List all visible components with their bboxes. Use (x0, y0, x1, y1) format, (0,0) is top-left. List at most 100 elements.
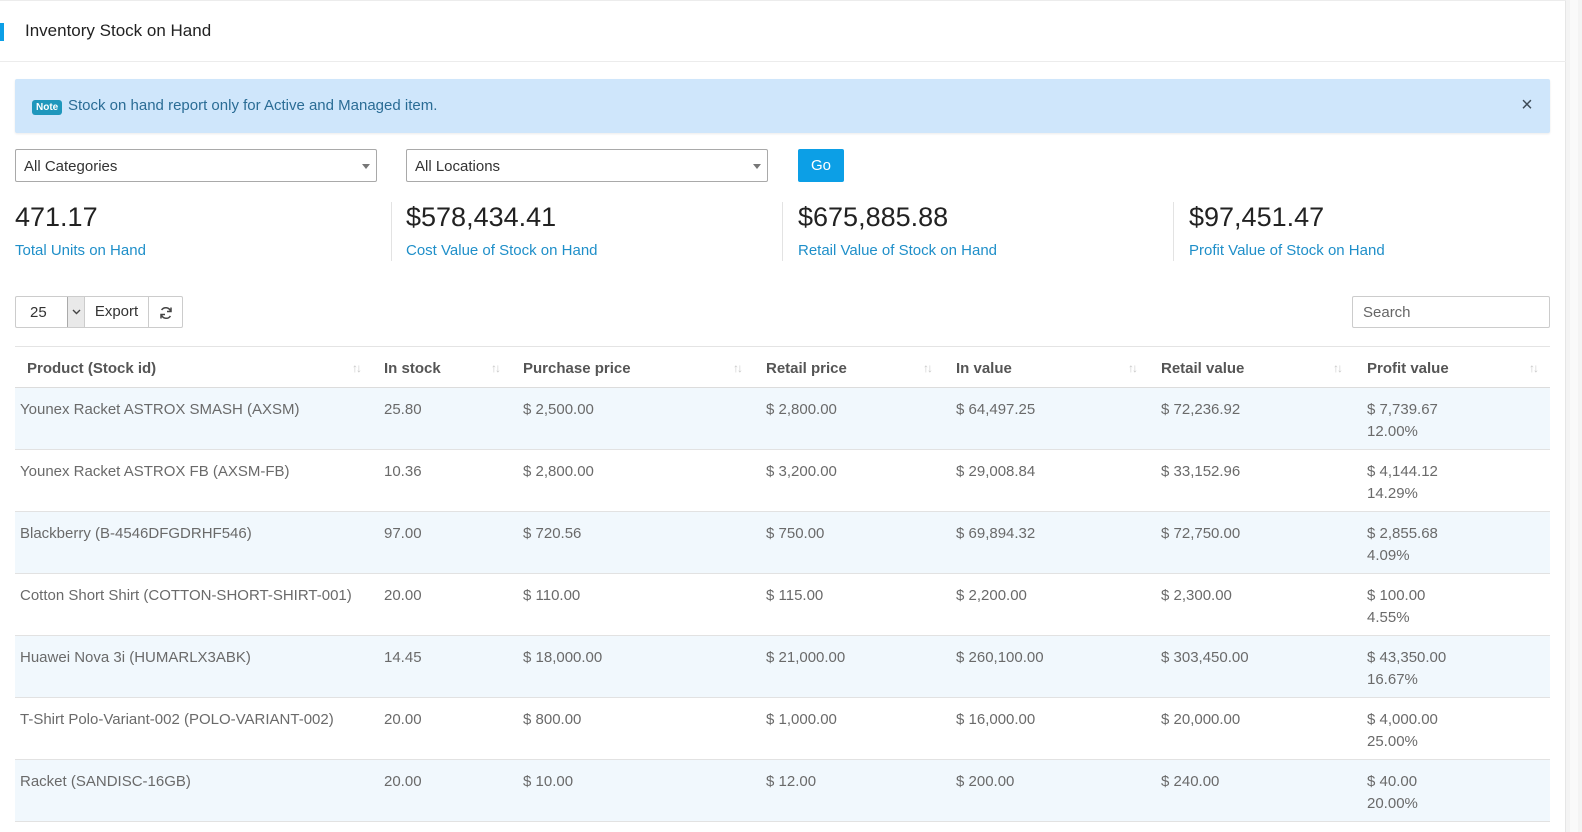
stat-divider (782, 202, 783, 261)
cell-in-value: $ 200.00 (956, 773, 1015, 790)
profit-percent: 20.00% (1367, 795, 1418, 812)
cell-retail-price: $ 21,000.00 (766, 649, 846, 666)
cell-in-stock: 20.00 (384, 711, 422, 728)
profit-amount: $ 43,350.00 (1367, 649, 1447, 666)
column-header-in-stock[interactable]: In stock ↑↓ (384, 347, 517, 388)
column-header-product[interactable]: Product (Stock id) ↑↓ (27, 347, 372, 388)
profit-percent: 16.67% (1367, 671, 1418, 688)
profit-amount: $ 7,739.67 (1367, 401, 1438, 418)
close-icon[interactable]: × (1521, 94, 1533, 116)
cell-retail-value: $ 72,236.92 (1161, 401, 1241, 418)
profit-percent: 12.00% (1367, 423, 1418, 440)
note-badge: Note (32, 100, 63, 115)
cell-product: Younex Racket ASTROX SMASH (AXSM) (20, 401, 300, 418)
cell-profit-value: $ 4,144.12 14.29% (1367, 463, 1438, 502)
page-length-select[interactable]: 25 (15, 296, 85, 328)
column-header-label: Profit value (1367, 360, 1449, 377)
sort-icon: ↑↓ (1529, 361, 1539, 375)
cell-in-value: $ 69,894.32 (956, 525, 1036, 542)
table-header: Product (Stock id) ↑↓ In stock ↑↓ Purcha… (15, 347, 1550, 388)
table-row: T-Shirt Polo-Variant-002 (POLO-VARIANT-0… (15, 698, 1550, 760)
stat-value: $675,885.88 (798, 202, 949, 232)
cell-retail-price: $ 115.00 (766, 587, 824, 604)
profit-amount: $ 40.00 (1367, 773, 1418, 790)
stat-divider (1173, 202, 1174, 261)
cell-profit-value: $ 2,855.68 4.09% (1367, 525, 1438, 564)
column-header-label: Retail value (1161, 360, 1245, 377)
cell-product: Cotton Short Shirt (COTTON-SHORT-SHIRT-0… (20, 587, 352, 604)
column-header-label: Purchase price (523, 360, 631, 377)
table-row: Huawei Nova 3i (HUMARLX3ABK) 14.45 $ 18,00… (15, 636, 1550, 698)
cell-profit-value: $ 4,000.00 25.00% (1367, 711, 1438, 750)
alert-message: Stock on hand report only for Active and… (68, 97, 438, 114)
cell-retail-value: $ 2,300.00 (1161, 587, 1232, 604)
cell-purchase-price: $ 2,500.00 (523, 401, 594, 418)
cell-retail-value: $ 20,000.00 (1161, 711, 1241, 728)
cell-retail-value: $ 72,750.00 (1161, 525, 1241, 542)
profit-percent: 4.55% (1367, 609, 1410, 626)
table-row: Blackberry (B-4546DFGDRHF546) 97.00 $ 720.… (15, 512, 1550, 574)
vertical-scrollbar[interactable] (1566, 0, 1582, 832)
cell-purchase-price: $ 2,800.00 (523, 463, 594, 480)
caret-down-icon (753, 164, 761, 169)
stock-table: Product (Stock id) ↑↓ In stock ↑↓ Purcha… (15, 346, 1550, 822)
cell-purchase-price: $ 800.00 (523, 711, 582, 728)
cell-profit-value: $ 7,739.67 12.00% (1367, 401, 1438, 440)
stat-value: $578,434.41 (406, 202, 557, 232)
cell-retail-value: $ 303,450.00 (1161, 649, 1249, 666)
column-header-purchase-price[interactable]: Purchase price ↑↓ (523, 347, 753, 388)
profit-amount: $ 4,000.00 (1367, 711, 1438, 728)
cell-in-stock: 20.00 (384, 587, 422, 604)
cell-in-value: $ 29,008.84 (956, 463, 1036, 480)
table-row: Cotton Short Shirt (COTTON-SHORT-SHIRT-0… (15, 574, 1550, 636)
cell-product: Huawei Nova 3i (HUMARLX3ABK) (20, 649, 251, 666)
cell-product: Younex Racket ASTROX FB (AXSM-FB) (20, 463, 290, 480)
location-select[interactable]: All Locations (406, 149, 768, 182)
category-select[interactable]: All Categories (15, 149, 377, 182)
stat-value: 471.17 (15, 202, 98, 232)
cell-in-value: $ 64,497.25 (956, 401, 1036, 418)
category-select-value: All Categories (24, 158, 118, 175)
sort-icon: ↑↓ (491, 361, 501, 375)
profit-amount: $ 100.00 (1367, 587, 1426, 604)
cell-product: Racket (SANDISC-16GB) (20, 773, 191, 790)
stat-label: Total Units on Hand (15, 242, 146, 259)
sort-icon: ↑↓ (733, 361, 743, 375)
table-row: Younex Racket ASTROX SMASH (AXSM) 25.80 $ … (15, 388, 1550, 450)
go-button[interactable]: Go (798, 149, 844, 182)
column-header-retail-price[interactable]: Retail price ↑↓ (766, 347, 946, 388)
cell-product: Blackberry (B-4546DFGDRHF546) (20, 525, 252, 542)
cell-in-stock: 10.36 (384, 463, 422, 480)
profit-percent: 14.29% (1367, 485, 1418, 502)
cell-profit-value: $ 43,350.00 16.67% (1367, 649, 1446, 688)
cell-in-stock: 97.00 (384, 525, 422, 542)
cell-in-value: $ 2,200.00 (956, 587, 1027, 604)
cell-purchase-price: $ 10.00 (523, 773, 574, 790)
refresh-icon (160, 306, 172, 320)
profit-percent: 4.09% (1367, 547, 1410, 564)
cell-in-stock: 14.45 (384, 649, 422, 666)
cell-product: T-Shirt Polo-Variant-002 (POLO-VARIANT-0… (20, 711, 334, 728)
column-header-retail-value[interactable]: Retail value ↑↓ (1161, 347, 1351, 388)
column-header-in-value[interactable]: In value ↑↓ (956, 347, 1146, 388)
stat-divider (391, 202, 392, 261)
location-select-value: All Locations (415, 158, 501, 175)
export-button[interactable]: Export (85, 296, 149, 328)
header-accent-bar (0, 23, 4, 41)
search-input[interactable] (1352, 296, 1550, 328)
chevron-down-icon[interactable] (67, 297, 84, 327)
table-row: Younex Racket ASTROX FB (AXSM-FB) 10.36 $ … (15, 450, 1550, 512)
column-header-profit-value[interactable]: Profit value ↑↓ (1367, 347, 1547, 388)
cell-retail-price: $ 3,200.00 (766, 463, 837, 480)
cell-retail-value: $ 240.00 (1161, 773, 1220, 790)
refresh-button[interactable] (148, 296, 183, 328)
cell-retail-price: $ 12.00 (766, 773, 817, 790)
sort-icon: ↑↓ (1333, 361, 1343, 375)
scrollbar-thumb[interactable] (1570, 0, 1578, 832)
column-header-label: Product (Stock id) (27, 360, 157, 377)
cell-retail-value: $ 33,152.96 (1161, 463, 1241, 480)
cell-profit-value: $ 40.00 20.00% (1367, 773, 1418, 812)
table-row: Racket (SANDISC-16GB) 20.00 $ 10.00 $ 12.00… (15, 760, 1550, 822)
caret-down-icon (362, 164, 370, 169)
sort-icon: ↑↓ (352, 361, 362, 375)
